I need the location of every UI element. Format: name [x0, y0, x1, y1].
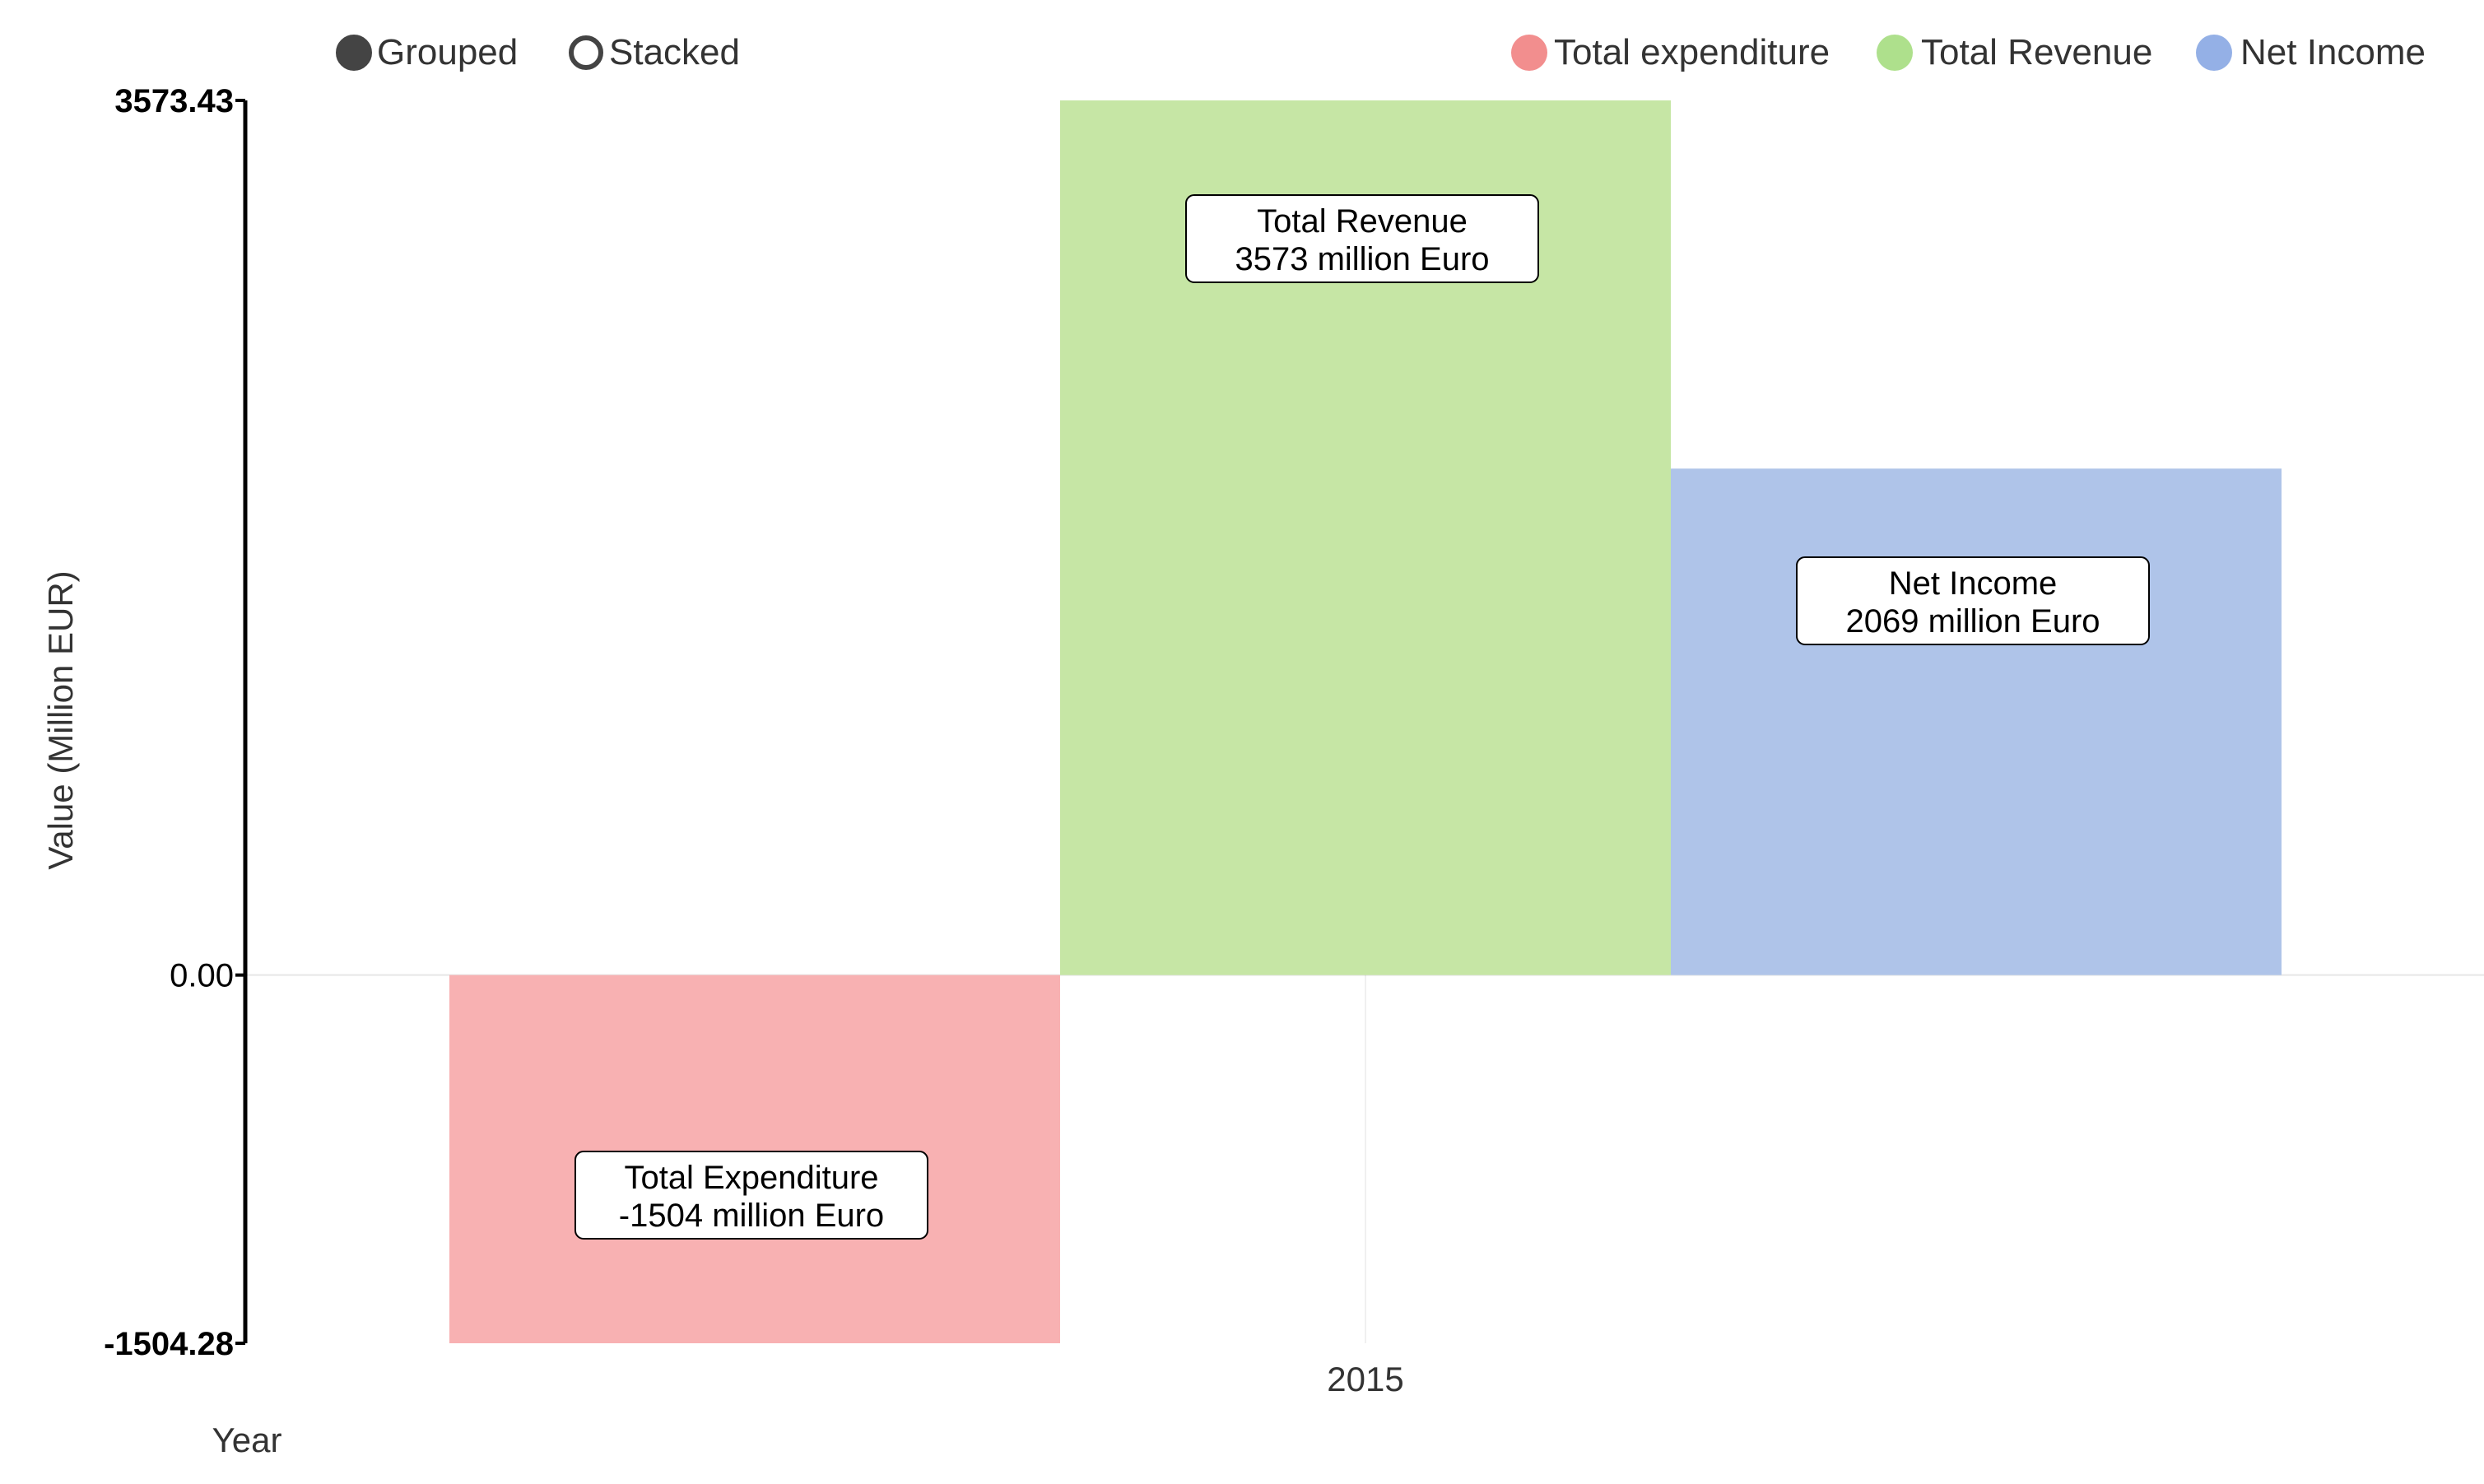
- x-axis-label: Year: [212, 1421, 282, 1459]
- annotation-box: [1796, 556, 2150, 645]
- legend-marker-total-revenue: [1877, 35, 1913, 71]
- annotation-value: 2069 million Euro: [1845, 603, 2100, 640]
- legend-label-net-income: Net Income: [2240, 32, 2426, 72]
- stacked-radio-icon[interactable]: [569, 35, 603, 70]
- legend-label-total-revenue: Total Revenue: [1921, 32, 2152, 72]
- legend-item-total-revenue[interactable]: Total Revenue: [1877, 32, 2152, 72]
- annotation-box: [1185, 194, 1539, 283]
- annotation-total-expenditure: Total Expenditure-1504 million Euro: [574, 1151, 928, 1240]
- legend: Total expenditure Total Revenue Net Inco…: [1511, 32, 2426, 72]
- y-ticks: 3573.43 0.00 -1504.28: [104, 83, 245, 1362]
- annotation-title: Total Expenditure: [624, 1160, 878, 1196]
- x-ticks: 2015: [1327, 1360, 1403, 1398]
- y-axis-label: Value (Million EUR): [41, 570, 80, 869]
- legend-marker-net-income: [2196, 35, 2232, 71]
- control-grouped[interactable]: Grouped: [336, 32, 518, 72]
- control-stacked[interactable]: Stacked: [569, 32, 740, 72]
- annotation-box: [574, 1151, 928, 1240]
- legend-item-total-expenditure[interactable]: Total expenditure: [1511, 32, 1830, 72]
- annotations: Total Expenditure-1504 million EuroTotal…: [574, 194, 2150, 1240]
- annotation-value: -1504 million Euro: [619, 1198, 884, 1234]
- y-tick-label: 0.00: [170, 958, 234, 994]
- grouped-label[interactable]: Grouped: [377, 32, 518, 72]
- bar-net-income[interactable]: [1671, 468, 2282, 975]
- legend-label-total-expenditure: Total expenditure: [1554, 32, 1830, 72]
- y-tick-label: -1504.28: [104, 1326, 234, 1362]
- x-tick-label: 2015: [1327, 1360, 1403, 1398]
- grouped-radio-icon[interactable]: [336, 35, 372, 71]
- annotation-value: 3573 million Euro: [1235, 241, 1489, 277]
- annotation-title: Total Revenue: [1257, 203, 1468, 240]
- stacked-label[interactable]: Stacked: [609, 32, 740, 72]
- y-tick-label: 3573.43: [114, 83, 234, 119]
- annotation-title: Net Income: [1889, 565, 2058, 602]
- legend-marker-total-expenditure: [1511, 35, 1547, 71]
- legend-item-net-income[interactable]: Net Income: [2196, 32, 2426, 72]
